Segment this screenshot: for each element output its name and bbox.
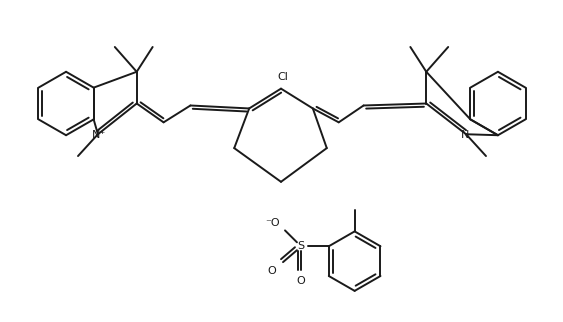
Text: N: N [461, 130, 470, 140]
Text: S: S [297, 241, 305, 251]
Text: O: O [267, 266, 276, 276]
Text: ⁻O: ⁻O [266, 218, 280, 228]
Text: Cl: Cl [278, 72, 288, 82]
Text: N⁺: N⁺ [92, 130, 106, 140]
Text: O: O [297, 276, 305, 286]
